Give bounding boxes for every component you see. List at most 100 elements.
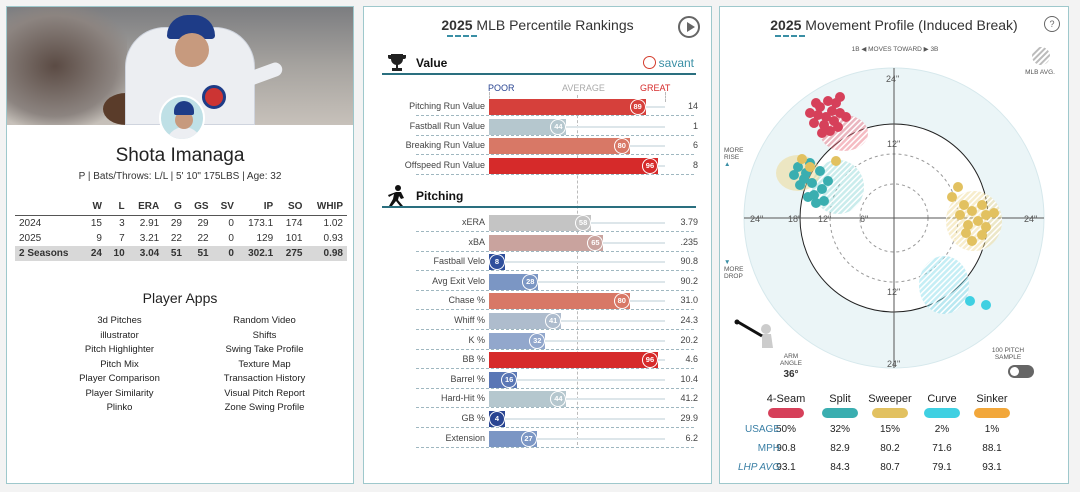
split-halo-dot — [797, 154, 807, 164]
pitch-type-swatch[interactable] — [768, 408, 804, 418]
percentile-row[interactable]: Fastball Velo 8 90.8 — [364, 253, 713, 272]
stats-cell: 2024 — [15, 215, 84, 231]
player-app-link[interactable]: Shifts — [252, 329, 277, 341]
player-app-link[interactable]: illustrator — [100, 329, 139, 341]
curve-dot — [965, 296, 975, 306]
pitch-type-swatch[interactable] — [924, 408, 960, 418]
player-app-link[interactable]: 3d Pitches — [97, 315, 142, 326]
stats-cell: 3.21 — [139, 233, 160, 244]
pitch-sample-toggle[interactable] — [1008, 365, 1034, 378]
pitch-type-swatch[interactable] — [822, 408, 858, 418]
percentile-bar — [489, 118, 567, 135]
player-app-link[interactable]: Zone Swing Profile — [224, 402, 305, 414]
movement-title: 2025 Movement Profile (Induced Break) — [770, 17, 1018, 33]
player-app-link[interactable]: Player Comparison — [79, 373, 160, 385]
sweeper-dot — [967, 236, 977, 246]
percentile-row[interactable]: Hard-Hit % 44 41.2 — [364, 390, 713, 409]
stats-cell: 7 — [119, 233, 125, 244]
savant-link[interactable]: savant — [642, 56, 694, 70]
curve-avg-hatch — [919, 256, 969, 314]
mlb-avg-icon — [1032, 47, 1050, 65]
player-app-link[interactable]: Plinko — [106, 402, 133, 414]
player-app-link[interactable]: Swing Take Profile — [225, 344, 304, 356]
pitch-type-swatch[interactable] — [974, 408, 1010, 418]
lhp-avg-cell: 79.1 — [932, 462, 952, 473]
player-app-link[interactable]: Player Similarity — [85, 387, 154, 399]
four-seam-dot — [841, 112, 851, 122]
percentile-row[interactable]: Avg Exit Velo 28 90.2 — [364, 273, 713, 291]
metric-value: 20.2 — [680, 334, 698, 345]
mph-cell: 80.2 — [880, 443, 900, 454]
percentile-value: 41 — [545, 313, 562, 329]
metric-value: 8 — [692, 159, 698, 170]
percentile-row[interactable]: Whiff % 41 24.3 — [364, 312, 713, 330]
split-dot — [793, 162, 803, 172]
usage-cell: 15% — [879, 424, 900, 435]
percentile-bar — [489, 313, 562, 329]
cubs-logo — [202, 85, 226, 109]
pitch-type-swatch[interactable] — [872, 408, 908, 418]
stats-row: 2 Seasons 24 10 3.04 51 51 0 302.1 275 0.98 — [15, 246, 347, 261]
stats-cell: 0 — [212, 215, 238, 231]
percentile-row[interactable]: K % 32 20.2 — [364, 332, 713, 350]
four-seam-dot — [817, 128, 827, 138]
percentile-row[interactable]: Fastball Run Value 44 1 — [364, 118, 713, 136]
pitcher-icon — [388, 185, 404, 206]
stats-cell: 129 — [256, 233, 274, 244]
four-seam-dot — [825, 126, 835, 136]
play-button[interactable] — [678, 16, 700, 38]
player-app-link[interactable]: Pitch Mix — [100, 358, 139, 370]
lhp-avg-cell: 93.1 — [776, 462, 796, 473]
metric-label: GB % — [461, 413, 485, 423]
stats-header: IP — [237, 197, 278, 216]
percentile-row[interactable]: GB % 4 29.9 — [364, 410, 713, 428]
stats-cell: 275 — [277, 246, 307, 261]
help-icon[interactable]: ? — [1044, 16, 1060, 32]
player-app-link[interactable]: Pitch Highlighter — [84, 344, 155, 356]
ring-label: 6" — [860, 214, 868, 224]
player-app-link[interactable]: Texture Map — [238, 358, 291, 370]
scale-poor: POOR — [488, 83, 515, 93]
player-app-link[interactable]: Transaction History — [223, 373, 306, 385]
percentile-row[interactable]: Offspeed Run Value 96 8 — [364, 157, 713, 175]
percentile-row[interactable]: Pitching Run Value 89 14 — [364, 98, 713, 116]
sweeper-dot — [955, 210, 965, 220]
stats-cell: 22 — [170, 233, 182, 244]
percentile-row[interactable]: Barrel % 16 10.4 — [364, 371, 713, 389]
percentile-row[interactable]: Chase % 80 31.0 — [364, 292, 713, 311]
arm-angle-label: ARM ANGLE — [779, 353, 803, 367]
percentile-row[interactable]: xERA 58 3.79 — [364, 214, 713, 232]
player-apps-title: Player Apps — [142, 290, 218, 306]
scale-great: GREAT — [640, 83, 671, 93]
player-app-link[interactable]: Random Video — [233, 315, 296, 326]
stats-cell: 173.1 — [237, 215, 278, 231]
percentile-title: 2025 MLB Percentile Rankings — [441, 17, 634, 33]
player-app-link[interactable]: Visual Pitch Report — [224, 387, 305, 399]
player-card: Shota Imanaga P | Bats/Throws: L/L | 5' … — [6, 6, 354, 484]
percentile-row[interactable]: Breaking Run Value 80 6 — [364, 137, 713, 156]
split-dot — [803, 192, 813, 202]
lhp-avg-cell: 84.3 — [830, 462, 850, 473]
percentile-row[interactable]: Extension 27 6.2 — [364, 430, 713, 448]
stats-cell: 22 — [197, 233, 209, 244]
metric-value: 1 — [692, 120, 698, 131]
four-seam-dot — [821, 112, 831, 122]
metric-label: Whiff % — [454, 315, 485, 325]
ring-label: 24" — [750, 214, 763, 224]
player-name: Shota Imanaga — [115, 145, 245, 166]
percentile-row[interactable]: BB % 96 4.6 — [364, 351, 713, 370]
split-halo-dot — [805, 162, 815, 172]
more-rise-label: MORE RISE ▲ — [724, 147, 744, 168]
metric-value: 6.2 — [685, 432, 698, 443]
arm-angle-icon — [734, 319, 773, 348]
percentile-row[interactable]: xBA 65 .235 — [364, 234, 713, 252]
ring-label: 12" — [818, 214, 831, 224]
split-dot — [815, 166, 825, 176]
sweeper-dot — [959, 200, 969, 210]
scale-average: AVERAGE — [562, 83, 605, 93]
percentile-bar — [489, 391, 567, 408]
metric-label: BB % — [462, 354, 485, 365]
metric-value: 4.6 — [685, 354, 698, 365]
metric-value: 10.4 — [680, 373, 698, 384]
stats-row: 2024 15 3 2.91 29 29 0 173.1 174 1.02 — [15, 215, 347, 231]
